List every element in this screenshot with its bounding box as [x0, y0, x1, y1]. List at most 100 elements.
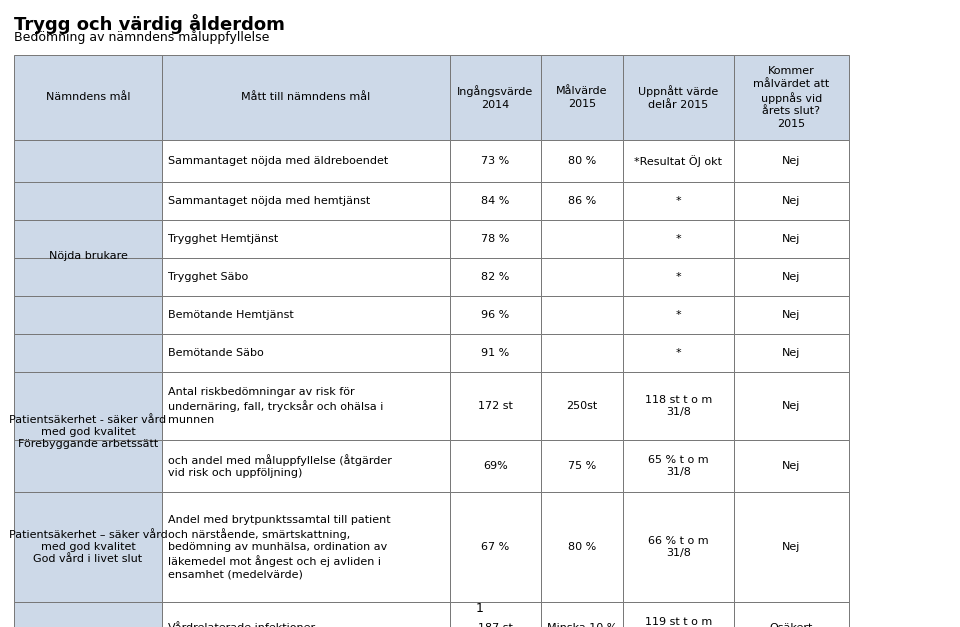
Bar	[14, 334, 162, 372]
Bar	[734, 55, 849, 140]
Bar	[541, 140, 623, 182]
Bar	[162, 440, 450, 492]
Text: Mått till nämndens mål: Mått till nämndens mål	[241, 93, 371, 102]
Text: 73 %: 73 %	[481, 156, 510, 166]
Bar	[734, 372, 849, 440]
Text: Nej: Nej	[782, 234, 801, 244]
Text: Andel med brytpunktssamtal till patient
och närstående, smärtskattning,
bedömnin: Andel med brytpunktssamtal till patient …	[168, 515, 391, 579]
Bar	[541, 334, 623, 372]
Bar	[541, 55, 623, 140]
Text: Sammantaget nöjda med äldreboendet: Sammantaget nöjda med äldreboendet	[168, 156, 388, 166]
Text: 1: 1	[476, 602, 484, 615]
Bar	[162, 296, 450, 334]
Text: 119 st t o m
31/8: 119 st t o m 31/8	[645, 617, 712, 627]
Bar	[623, 372, 734, 440]
Bar	[450, 220, 541, 258]
Bar	[14, 220, 162, 258]
Bar	[734, 140, 849, 182]
Text: 80 %: 80 %	[568, 542, 596, 552]
Text: Målvärde
2015: Målvärde 2015	[556, 87, 608, 108]
Bar	[162, 258, 450, 296]
Text: Patientsäkerhet - säker vård
med god kvalitet
Förebyggande arbetssätt: Patientsäkerhet - säker vård med god kva…	[10, 414, 167, 450]
Text: 84 %: 84 %	[481, 196, 510, 206]
Bar	[162, 182, 450, 220]
Text: 96 %: 96 %	[481, 310, 510, 320]
Bar	[162, 55, 450, 140]
Bar	[14, 140, 162, 372]
Text: Antal riskbedömningar av risk för
undernäring, fall, trycksår och ohälsa i
munne: Antal riskbedömningar av risk för undern…	[168, 387, 383, 424]
Text: 250st: 250st	[566, 401, 598, 411]
Text: Trygg och värdig ålderdom: Trygg och värdig ålderdom	[14, 14, 285, 34]
Bar	[734, 334, 849, 372]
Bar	[541, 492, 623, 602]
Text: 118 st t o m
31/8: 118 st t o m 31/8	[645, 395, 712, 417]
Bar	[734, 492, 849, 602]
Text: Bemötande Hemtjänst: Bemötande Hemtjänst	[168, 310, 294, 320]
Text: Minska 10 %: Minska 10 %	[547, 623, 617, 627]
Text: Nej: Nej	[782, 272, 801, 282]
Bar	[450, 372, 541, 440]
Bar	[541, 182, 623, 220]
Text: 67 %: 67 %	[481, 542, 510, 552]
Text: Nöjda brukare: Nöjda brukare	[49, 251, 128, 261]
Text: Bedömning av nämndens måluppfyllelse: Bedömning av nämndens måluppfyllelse	[14, 30, 270, 44]
Text: Ingångsvärde
2014: Ingångsvärde 2014	[457, 85, 534, 110]
Bar	[162, 602, 450, 627]
Bar	[623, 602, 734, 627]
Text: *: *	[676, 196, 682, 206]
Text: Nej: Nej	[782, 196, 801, 206]
Bar	[450, 296, 541, 334]
Text: Nej: Nej	[782, 156, 801, 166]
Bar	[14, 258, 162, 296]
Bar	[14, 602, 162, 627]
Bar	[14, 492, 162, 602]
Text: *: *	[676, 272, 682, 282]
Bar	[450, 182, 541, 220]
Text: Vårdrelaterade infektioner: Vårdrelaterade infektioner	[168, 623, 315, 627]
Bar	[14, 296, 162, 334]
Bar	[623, 220, 734, 258]
Bar	[623, 182, 734, 220]
Bar	[14, 372, 162, 492]
Text: *Resultat ÖJ okt: *Resultat ÖJ okt	[635, 155, 723, 167]
Bar	[623, 440, 734, 492]
Bar	[734, 296, 849, 334]
Bar	[734, 182, 849, 220]
Bar	[541, 440, 623, 492]
Bar	[14, 182, 162, 220]
Bar	[623, 140, 734, 182]
Text: Nej: Nej	[782, 310, 801, 320]
Bar	[450, 334, 541, 372]
Text: Trygghet Säbo: Trygghet Säbo	[168, 272, 249, 282]
Text: Bemötande Säbo: Bemötande Säbo	[168, 348, 264, 358]
Text: Trygghet Hemtjänst: Trygghet Hemtjänst	[168, 234, 278, 244]
Bar	[541, 258, 623, 296]
Text: 66 % t o m
31/8: 66 % t o m 31/8	[648, 536, 708, 558]
Bar	[623, 492, 734, 602]
Bar	[450, 258, 541, 296]
Bar	[450, 440, 541, 492]
Bar	[14, 55, 162, 140]
Text: Kommer
målvärdet att
uppnås vid
årets slut?
2015: Kommer målvärdet att uppnås vid årets sl…	[754, 66, 829, 129]
Text: Nej: Nej	[782, 461, 801, 471]
Text: Nej: Nej	[782, 401, 801, 411]
Bar	[541, 296, 623, 334]
Text: 86 %: 86 %	[568, 196, 596, 206]
Bar	[450, 492, 541, 602]
Text: 187 st: 187 st	[478, 623, 513, 627]
Bar	[162, 334, 450, 372]
Bar	[734, 440, 849, 492]
Text: 80 %: 80 %	[568, 156, 596, 166]
Text: Patientsäkerhet – säker vård
med god kvalitet
God vård i livet slut: Patientsäkerhet – säker vård med god kva…	[9, 530, 167, 564]
Bar	[623, 258, 734, 296]
Text: 172 st: 172 st	[478, 401, 513, 411]
Bar	[450, 602, 541, 627]
Text: Nämndens mål: Nämndens mål	[46, 93, 131, 102]
Text: *: *	[676, 348, 682, 358]
Bar	[541, 220, 623, 258]
Text: Osäkert: Osäkert	[770, 623, 813, 627]
Bar	[734, 220, 849, 258]
Bar	[450, 55, 541, 140]
Bar	[623, 296, 734, 334]
Bar	[162, 372, 450, 440]
